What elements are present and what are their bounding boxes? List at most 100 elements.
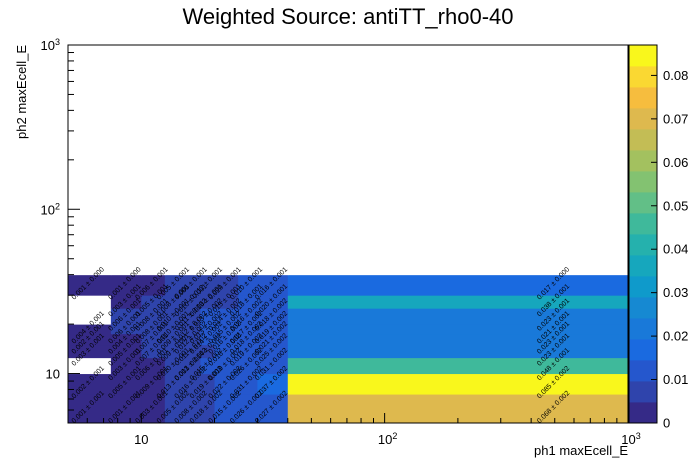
colorbar-tick-label: 0.05 <box>663 198 688 213</box>
heatmap-cell <box>200 373 216 395</box>
colorbar-segment <box>629 66 657 88</box>
heatmap-cell <box>287 295 629 309</box>
heatmap-cell <box>141 373 166 395</box>
heatmap-cell <box>141 333 166 346</box>
heatmap-cell <box>68 308 112 325</box>
colorbar-segment <box>629 45 657 67</box>
heatmap-cell <box>214 308 239 325</box>
colorbar-segment <box>629 255 657 277</box>
colorbar-tick-label: 0 <box>663 416 670 431</box>
y-tick-label: 102 <box>41 201 60 217</box>
heatmap-cell <box>141 357 166 375</box>
heatmap-cell <box>287 308 629 325</box>
heatmap-cell <box>200 308 216 325</box>
heatmap-cell <box>257 45 289 276</box>
heatmap-cell <box>238 45 258 276</box>
heatmap-cell <box>214 333 239 346</box>
colorbar-tick-label: 0.01 <box>663 372 688 387</box>
x-axis-label: ph1 maxEcell_E <box>534 443 628 458</box>
heatmap-cell <box>164 324 185 335</box>
heatmap-cells <box>68 45 629 424</box>
heatmap-cell <box>164 308 185 325</box>
colorbar-segment <box>629 87 657 109</box>
heatmap-cell <box>110 274 142 296</box>
heatmap-cell <box>110 333 142 346</box>
color-scale-bar: 0 0.01 0.02 0.03 0.04 0.05 0.06 0.07 0.08 <box>628 44 688 431</box>
heatmap-cell <box>214 45 239 276</box>
heatmap-cell <box>68 274 112 296</box>
heatmap-cell <box>110 45 142 276</box>
heatmap-cell <box>200 344 216 359</box>
heatmap-cell <box>141 344 166 359</box>
heatmap-cell <box>68 373 112 395</box>
heatmap-cell <box>200 394 216 424</box>
heatmap-cell <box>184 394 201 424</box>
colorbar-segment <box>629 360 657 382</box>
heatmap-cell <box>238 295 258 309</box>
heatmap-cell <box>257 324 289 335</box>
heatmap-cell <box>257 373 289 395</box>
heatmap-cell <box>238 274 258 296</box>
y-axis-label: ph2 maxEcell_E <box>14 45 29 139</box>
heatmap-cell <box>68 45 112 276</box>
heatmap-cell <box>287 373 629 395</box>
heatmap-cell <box>200 295 216 309</box>
colorbar-tick-label: 0.04 <box>663 242 688 257</box>
colorbar-segment <box>629 150 657 172</box>
heatmap-cell <box>238 333 258 346</box>
heatmap-cell <box>214 274 239 296</box>
heatmap-cell <box>287 333 629 346</box>
heatmap-cell <box>68 357 112 375</box>
heatmap-cell <box>68 295 112 309</box>
colorbar-segment <box>629 276 657 298</box>
heatmap-cell <box>164 274 185 296</box>
heatmap-cell <box>184 308 201 325</box>
heatmap-cell <box>164 295 185 309</box>
heatmap-cell <box>141 45 166 276</box>
heatmap-cell <box>238 357 258 375</box>
heatmap-cell <box>214 324 239 335</box>
x-tick-label: 102 <box>378 431 397 447</box>
heatmap-cell <box>214 344 239 359</box>
heatmap-cell <box>200 274 216 296</box>
chart-title: Weighted Source: antiTT_rho0-40 <box>183 4 514 29</box>
heatmap-cell <box>141 394 166 424</box>
heatmap-cell <box>214 394 239 424</box>
colorbar-tick-label: 0.03 <box>663 285 688 300</box>
heatmap-cell <box>184 295 201 309</box>
heatmap-cell <box>141 295 166 309</box>
heatmap-cell <box>141 308 166 325</box>
heatmap-cell <box>287 357 629 375</box>
heatmap-cell <box>110 308 142 325</box>
heatmap-cell <box>214 373 239 395</box>
heatmap-cell <box>164 45 185 276</box>
x-axis: 10 102 103 <box>67 413 641 447</box>
heatmap-cell <box>200 357 216 375</box>
colorbar-tick-label: 0.06 <box>663 155 688 170</box>
y-tick-label: 10 <box>46 367 60 382</box>
heatmap-cell <box>257 333 289 346</box>
heatmap-cell <box>257 274 289 296</box>
heatmap-cell <box>68 394 112 424</box>
colorbar-tick-label: 0.07 <box>663 111 688 126</box>
colorbar-segment <box>629 297 657 319</box>
heatmap-cell <box>200 324 216 335</box>
heatmap-cell <box>164 357 185 375</box>
heatmap-cell <box>184 274 201 296</box>
heatmap-cell <box>184 357 201 375</box>
colorbar-segment <box>629 318 657 340</box>
heatmap-cell <box>257 295 289 309</box>
heatmap-cell <box>164 394 185 424</box>
heatmap-cell <box>184 344 201 359</box>
heatmap-cell <box>110 394 142 424</box>
heatmap-cell <box>238 394 258 424</box>
colorbar-segment <box>629 213 657 235</box>
heatmap-cell <box>68 344 112 359</box>
colorbar-segment <box>629 129 657 151</box>
heatmap-cell <box>68 324 112 335</box>
plot-frame <box>67 44 629 424</box>
heatmap-cell <box>184 333 201 346</box>
heatmap-cell <box>110 324 142 335</box>
colorbar-segment <box>629 339 657 361</box>
